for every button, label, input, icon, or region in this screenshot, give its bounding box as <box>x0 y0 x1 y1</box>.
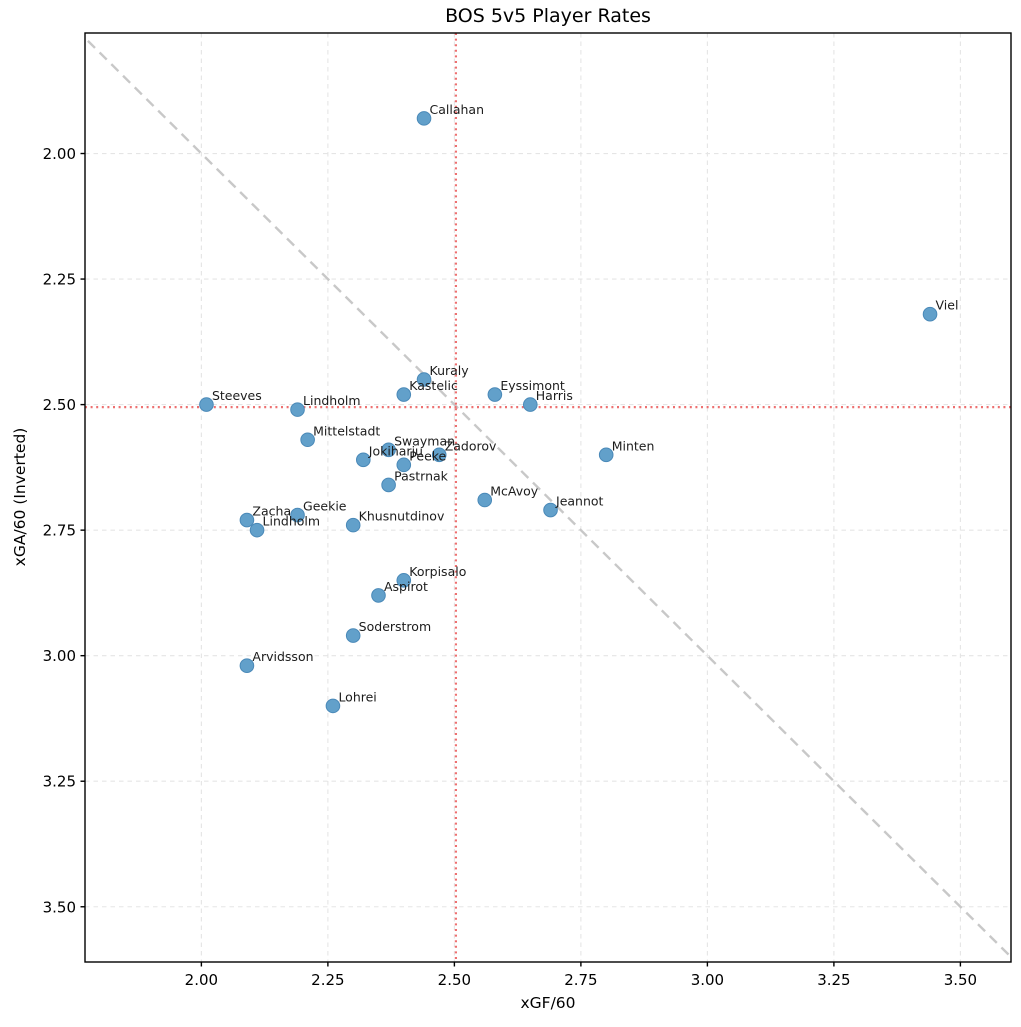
x-axis-label: xGF/60 <box>520 994 576 1012</box>
data-point <box>290 507 305 523</box>
data-point <box>371 588 386 603</box>
data-point <box>381 477 396 493</box>
plot-spines <box>84 32 1012 963</box>
y-tick-label: 3.00 <box>43 647 76 665</box>
y-axis-label: xGA/60 (Inverted) <box>11 427 29 567</box>
data-point <box>598 447 614 463</box>
player-label: Soderstrom <box>359 619 431 634</box>
player-label: Minten <box>612 438 655 453</box>
player-label: Arvidsson <box>252 649 313 664</box>
data-point <box>199 397 214 412</box>
player-label: McAvoy <box>490 484 539 499</box>
player-label: Zadorov <box>445 438 497 453</box>
player-label: Lindholm <box>263 514 321 529</box>
data-point <box>396 457 412 473</box>
data-point <box>249 522 265 538</box>
data-point <box>325 698 341 714</box>
data-point <box>477 492 493 508</box>
player-label: Zacha <box>252 504 291 519</box>
player-label: Peeke <box>409 448 446 463</box>
data-point <box>922 306 938 322</box>
data-point <box>396 573 412 588</box>
y-tick-label: 2.50 <box>43 396 76 414</box>
player-label: Steeves <box>212 388 262 403</box>
player-label: Callahan <box>430 102 485 117</box>
data-point <box>239 512 255 528</box>
player-label: Lindholm <box>303 393 361 408</box>
x-tick-label: 2.00 <box>185 971 218 989</box>
player-label: Pastrnak <box>394 468 449 483</box>
player-label: Swayman <box>394 433 455 448</box>
player-label: Kuraly <box>430 363 470 378</box>
data-point <box>345 517 361 533</box>
data-point <box>522 397 538 412</box>
player-label: Harris <box>536 388 573 403</box>
y-tick-label: 2.75 <box>43 522 76 540</box>
data-point <box>300 432 315 448</box>
player-label: Jeannot <box>555 494 604 509</box>
player-label: Korpisalo <box>409 564 466 579</box>
data-point <box>416 111 432 126</box>
y-tick-label: 3.25 <box>43 773 76 791</box>
x-tick-label: 2.50 <box>438 971 471 989</box>
player-label: Khusnutdinov <box>359 509 445 524</box>
player-label: Geekie <box>303 499 347 514</box>
player-label: Eyssimont <box>500 378 565 393</box>
x-tick-label: 2.75 <box>564 971 597 989</box>
y-tick-label: 2.00 <box>43 145 76 163</box>
data-point <box>381 442 396 458</box>
data-point <box>416 372 432 387</box>
player-label: Lohrei <box>338 689 376 704</box>
data-point <box>356 452 371 468</box>
player-label: Jokiharju <box>368 443 423 458</box>
player-label: Aspirot <box>384 579 428 594</box>
data-point <box>290 402 305 417</box>
diagonal-reference-line <box>85 36 1011 959</box>
data-point <box>487 387 503 402</box>
x-tick-label: 3.25 <box>817 971 850 989</box>
y-tick-label: 3.50 <box>43 898 76 916</box>
x-tick-label: 3.00 <box>691 971 724 989</box>
y-tick-label: 2.25 <box>43 271 76 289</box>
data-point <box>239 658 255 674</box>
data-point <box>431 447 447 463</box>
player-label: Mittelstadt <box>313 423 380 438</box>
chart-title: BOS 5v5 Player Rates <box>445 5 651 27</box>
data-point <box>543 502 558 518</box>
data-point <box>396 387 412 402</box>
x-tick-label: 2.25 <box>311 971 344 989</box>
data-point <box>345 628 361 643</box>
x-tick-label: 3.50 <box>944 971 977 989</box>
player-label: Viel <box>936 298 959 313</box>
player-label: Kastelic <box>409 378 458 393</box>
